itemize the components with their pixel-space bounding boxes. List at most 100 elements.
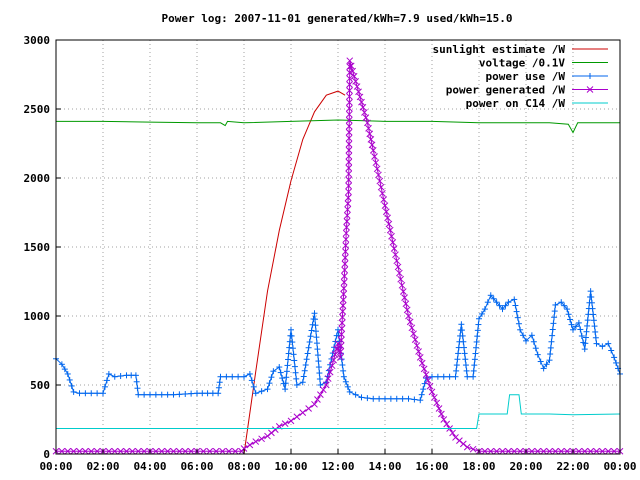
data-point xyxy=(358,98,365,106)
data-point xyxy=(301,367,308,374)
x-tick-label: 10:00 xyxy=(274,460,307,473)
data-point xyxy=(399,288,407,295)
data-point xyxy=(558,299,565,306)
legend-label: voltage /0.1V xyxy=(479,57,565,70)
data-point xyxy=(339,302,347,310)
data-point xyxy=(547,344,554,351)
data-point xyxy=(345,140,353,148)
data-point xyxy=(476,315,482,322)
data-point xyxy=(288,332,295,339)
data-point xyxy=(420,365,428,373)
data-point xyxy=(345,134,353,142)
data-point xyxy=(342,248,349,255)
y-tick-label: 1000 xyxy=(24,310,51,323)
data-point xyxy=(411,396,418,403)
data-point xyxy=(387,395,394,402)
y-tick-label: 3000 xyxy=(24,34,51,47)
data-point xyxy=(134,385,141,392)
data-point xyxy=(455,344,462,351)
data-point xyxy=(135,391,142,398)
x-tick-label: 02:00 xyxy=(86,460,119,473)
series-line xyxy=(243,90,346,455)
data-point xyxy=(475,321,482,328)
data-point xyxy=(472,350,479,357)
data-point xyxy=(340,373,347,380)
data-point xyxy=(105,447,113,455)
data-point xyxy=(314,352,321,359)
data-point xyxy=(473,344,480,351)
data-point xyxy=(312,328,319,335)
y-tick-label: 0 xyxy=(43,448,50,461)
data-point xyxy=(346,57,354,65)
data-point xyxy=(365,124,372,132)
data-point xyxy=(513,308,520,315)
data-point xyxy=(608,347,615,354)
data-point xyxy=(540,447,547,455)
data-point xyxy=(591,323,598,330)
data-point xyxy=(134,447,142,455)
data-point xyxy=(587,288,594,295)
data-point xyxy=(379,189,386,197)
data-point xyxy=(453,362,460,369)
data-point xyxy=(546,447,553,455)
data-point xyxy=(549,332,556,339)
data-point xyxy=(76,390,83,397)
data-point xyxy=(93,447,101,455)
data-point xyxy=(398,281,406,289)
data-point xyxy=(405,395,412,402)
data-point xyxy=(516,447,524,455)
data-point xyxy=(471,356,478,363)
data-point xyxy=(359,103,367,111)
data-point xyxy=(462,356,469,363)
data-point xyxy=(461,350,468,357)
x-tick-label: 14:00 xyxy=(368,460,401,473)
data-point xyxy=(376,395,383,402)
data-point xyxy=(258,435,265,443)
data-point xyxy=(352,78,359,85)
data-point xyxy=(101,383,108,390)
data-point xyxy=(390,245,398,252)
data-point xyxy=(339,361,346,368)
data-point xyxy=(470,373,477,380)
data-point xyxy=(252,438,260,445)
data-point xyxy=(188,390,195,397)
data-point xyxy=(302,361,309,368)
data-point xyxy=(517,326,524,333)
data-point xyxy=(289,339,296,346)
data-point xyxy=(593,340,600,347)
data-point xyxy=(82,447,89,455)
data-point xyxy=(537,358,544,365)
data-point xyxy=(209,390,216,397)
data-point xyxy=(317,391,324,399)
data-point xyxy=(132,372,139,379)
legend-label: sunlight estimate /W xyxy=(433,43,566,56)
data-point xyxy=(64,370,71,377)
data-point xyxy=(593,447,600,455)
data-point xyxy=(290,351,297,358)
data-point xyxy=(164,447,171,455)
data-point xyxy=(411,336,419,344)
data-point xyxy=(339,296,347,304)
data-point xyxy=(250,383,257,390)
series-line xyxy=(56,119,620,134)
legend-label: power use /W xyxy=(486,70,566,83)
data-point xyxy=(105,370,112,377)
data-point xyxy=(345,158,353,166)
data-point xyxy=(552,447,559,455)
data-point xyxy=(459,332,466,339)
data-point xyxy=(338,325,346,333)
data-point xyxy=(289,345,296,352)
data-point xyxy=(505,299,512,306)
data-point xyxy=(575,319,582,326)
data-point xyxy=(564,306,571,313)
data-point xyxy=(499,306,506,313)
data-point xyxy=(241,373,247,380)
data-point xyxy=(584,317,591,324)
data-point xyxy=(345,170,353,178)
data-point xyxy=(388,232,395,240)
data-point xyxy=(270,368,277,375)
data-point xyxy=(176,447,183,455)
data-point xyxy=(496,302,503,309)
legend-marker xyxy=(587,73,593,79)
